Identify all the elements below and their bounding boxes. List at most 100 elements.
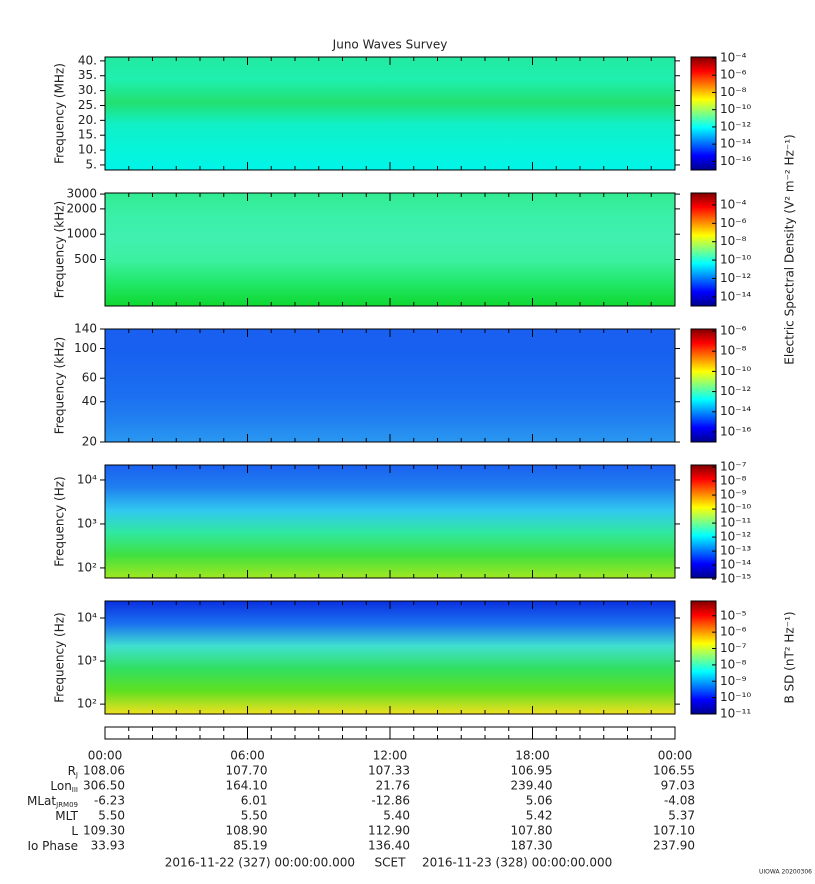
title: Juno Waves Survey [332, 38, 448, 52]
label-sub: J [75, 771, 78, 779]
ephemeris-value: 187.30 [511, 839, 553, 853]
spectrogram [105, 329, 675, 442]
colorbar-tick-label: 10⁻⁸ [720, 344, 747, 358]
colorbar-tick-label: 10⁻⁹ [720, 674, 747, 688]
y-tick-label: 10² [77, 560, 97, 574]
y-axis-label: Frequency (MHz) [53, 63, 67, 164]
colorbar-tick-label: 10⁻⁶ [720, 68, 747, 82]
ephemeris-value: 112.90 [368, 824, 410, 838]
y-tick-label: 20 [82, 435, 97, 449]
colorbar [690, 600, 717, 715]
y-tick-label: 140 [74, 322, 97, 336]
colorbar-tick-label: 10⁻¹⁰ [720, 690, 751, 704]
ephemeris-value: 97.03 [661, 779, 695, 793]
colorbar-tick-label: 10⁻¹² [720, 119, 751, 133]
y-tick-label: 1000 [66, 227, 97, 241]
y-tick-label: 25. [78, 98, 97, 112]
colorbar-label: Electric Spectral Density (V² m⁻² Hz⁻¹) [783, 134, 797, 364]
y-tick-label: 35. [78, 68, 97, 82]
colorbar-tick-label: 10⁻¹² [720, 271, 751, 285]
y-tick-label: 10² [77, 697, 97, 711]
ephemeris-value: 106.55 [653, 764, 695, 778]
ephemeris-label: LonIII [50, 779, 78, 795]
ephemeris-value: 5.37 [668, 809, 695, 823]
colorbar-tick-label: 10⁻⁴ [720, 197, 747, 211]
y-axis-label: Frequency (kHz) [53, 337, 67, 434]
ephemeris-value: 107.33 [368, 764, 410, 778]
y-tick-label: 100 [74, 341, 97, 355]
colorbar-tick-label: 10⁻¹⁰ [720, 502, 751, 516]
ephemeris-value: 6.01 [241, 794, 268, 808]
ephemeris-value: 5.42 [526, 809, 553, 823]
scet: SCET [375, 856, 407, 870]
colorbar [690, 328, 717, 443]
y-tick-label: 30. [78, 83, 97, 97]
ephemeris-value: 239.40 [511, 779, 553, 793]
colorbar-tick-label: 10⁻¹⁶ [720, 424, 751, 438]
colorbar-tick-label: 10⁻¹⁴ [720, 404, 751, 418]
label-sub: III [72, 786, 78, 794]
ephemeris-value: 306.50 [83, 779, 125, 793]
ephemeris-value: 5.50 [98, 809, 125, 823]
y-tick-label: 3000 [66, 187, 97, 201]
y-tick-label: 15. [78, 128, 97, 142]
colorbar-tick-label: 10⁻⁸ [720, 474, 747, 488]
ephemeris-value: 5.50 [241, 809, 268, 823]
colorbar-tick-label: 10⁻⁷ [720, 641, 747, 655]
colorbar-tick-label: 10⁻⁶ [720, 216, 747, 230]
colorbar-tick-label: 10⁻⁶ [720, 324, 747, 338]
ephemeris-value: 5.40 [383, 809, 410, 823]
end-time: 2016-11-23 (328) 00:00:00.000 [422, 856, 612, 870]
ephemeris-value: 136.40 [368, 839, 410, 853]
colorbar-tick-label: 10⁻⁷ [720, 460, 747, 474]
colorbar-tick-label: 10⁻¹⁰ [720, 102, 751, 116]
y-axis-label: Frequency (kHz) [53, 201, 67, 298]
ephemeris-label: RJ [68, 764, 78, 780]
y-tick-label: 10³ [77, 654, 97, 668]
ephemeris-value: 107.70 [226, 764, 268, 778]
y-tick-label: 60 [82, 371, 97, 385]
y-tick-label: 10. [78, 143, 97, 157]
credit: UIOWA 20200306 [759, 869, 812, 876]
colorbar-tick-label: 10⁻⁶ [720, 625, 747, 639]
label-text: R [68, 764, 76, 778]
colorbar-tick-label: 10⁻¹² [720, 384, 751, 398]
spectrogram [105, 465, 675, 578]
colorbar-tick-label: 10⁻¹⁴ [720, 558, 751, 572]
ephemeris-value: 109.30 [83, 824, 125, 838]
ephemeris-label: MLT [55, 809, 78, 823]
ephemeris-value: -12.86 [371, 794, 410, 808]
colorbar-tick-label: 10⁻⁵ [720, 608, 747, 622]
y-tick-label: 10³ [77, 516, 97, 530]
y-tick-label: 500 [74, 252, 97, 266]
y-tick-label: 10⁴ [77, 610, 97, 624]
ephemeris-value: 85.19 [233, 839, 267, 853]
label-text: L [71, 824, 78, 838]
label-sub: JRM09 [55, 801, 78, 809]
colorbar-tick-label: 10⁻⁸ [720, 657, 747, 671]
y-tick-label: 40 [82, 394, 97, 408]
label-text: MLat [27, 794, 56, 808]
spectrogram [105, 57, 675, 170]
ephemeris-value: 108.90 [226, 824, 268, 838]
colorbar-tick-label: 10⁻¹⁵ [720, 572, 751, 586]
colorbar-tick-label: 10⁻¹⁴ [720, 137, 751, 151]
ephemeris-value: 237.90 [653, 839, 695, 853]
colorbar-tick-label: 10⁻¹⁴ [720, 289, 751, 303]
colorbar-tick-label: 10⁻⁸ [720, 234, 747, 248]
label-text: Lon [50, 779, 71, 793]
ephemeris-value: 164.10 [226, 779, 268, 793]
ephemeris-value: 107.80 [511, 824, 553, 838]
ephemeris-value: 21.76 [376, 779, 410, 793]
ephemeris-value: -6.23 [94, 794, 125, 808]
spectrogram [105, 601, 675, 714]
label-text: MLT [55, 809, 78, 823]
y-tick-label: 20. [78, 113, 97, 127]
label-text: Io Phase [27, 839, 78, 853]
start-time: 2016-11-22 (327) 00:00:00.000 [165, 856, 355, 870]
x-tick-label: 18:00 [515, 749, 550, 763]
ephemeris-value: 33.93 [91, 839, 125, 853]
x-tick-label: 00:00 [658, 749, 693, 763]
y-tick-label: 2000 [66, 201, 97, 215]
